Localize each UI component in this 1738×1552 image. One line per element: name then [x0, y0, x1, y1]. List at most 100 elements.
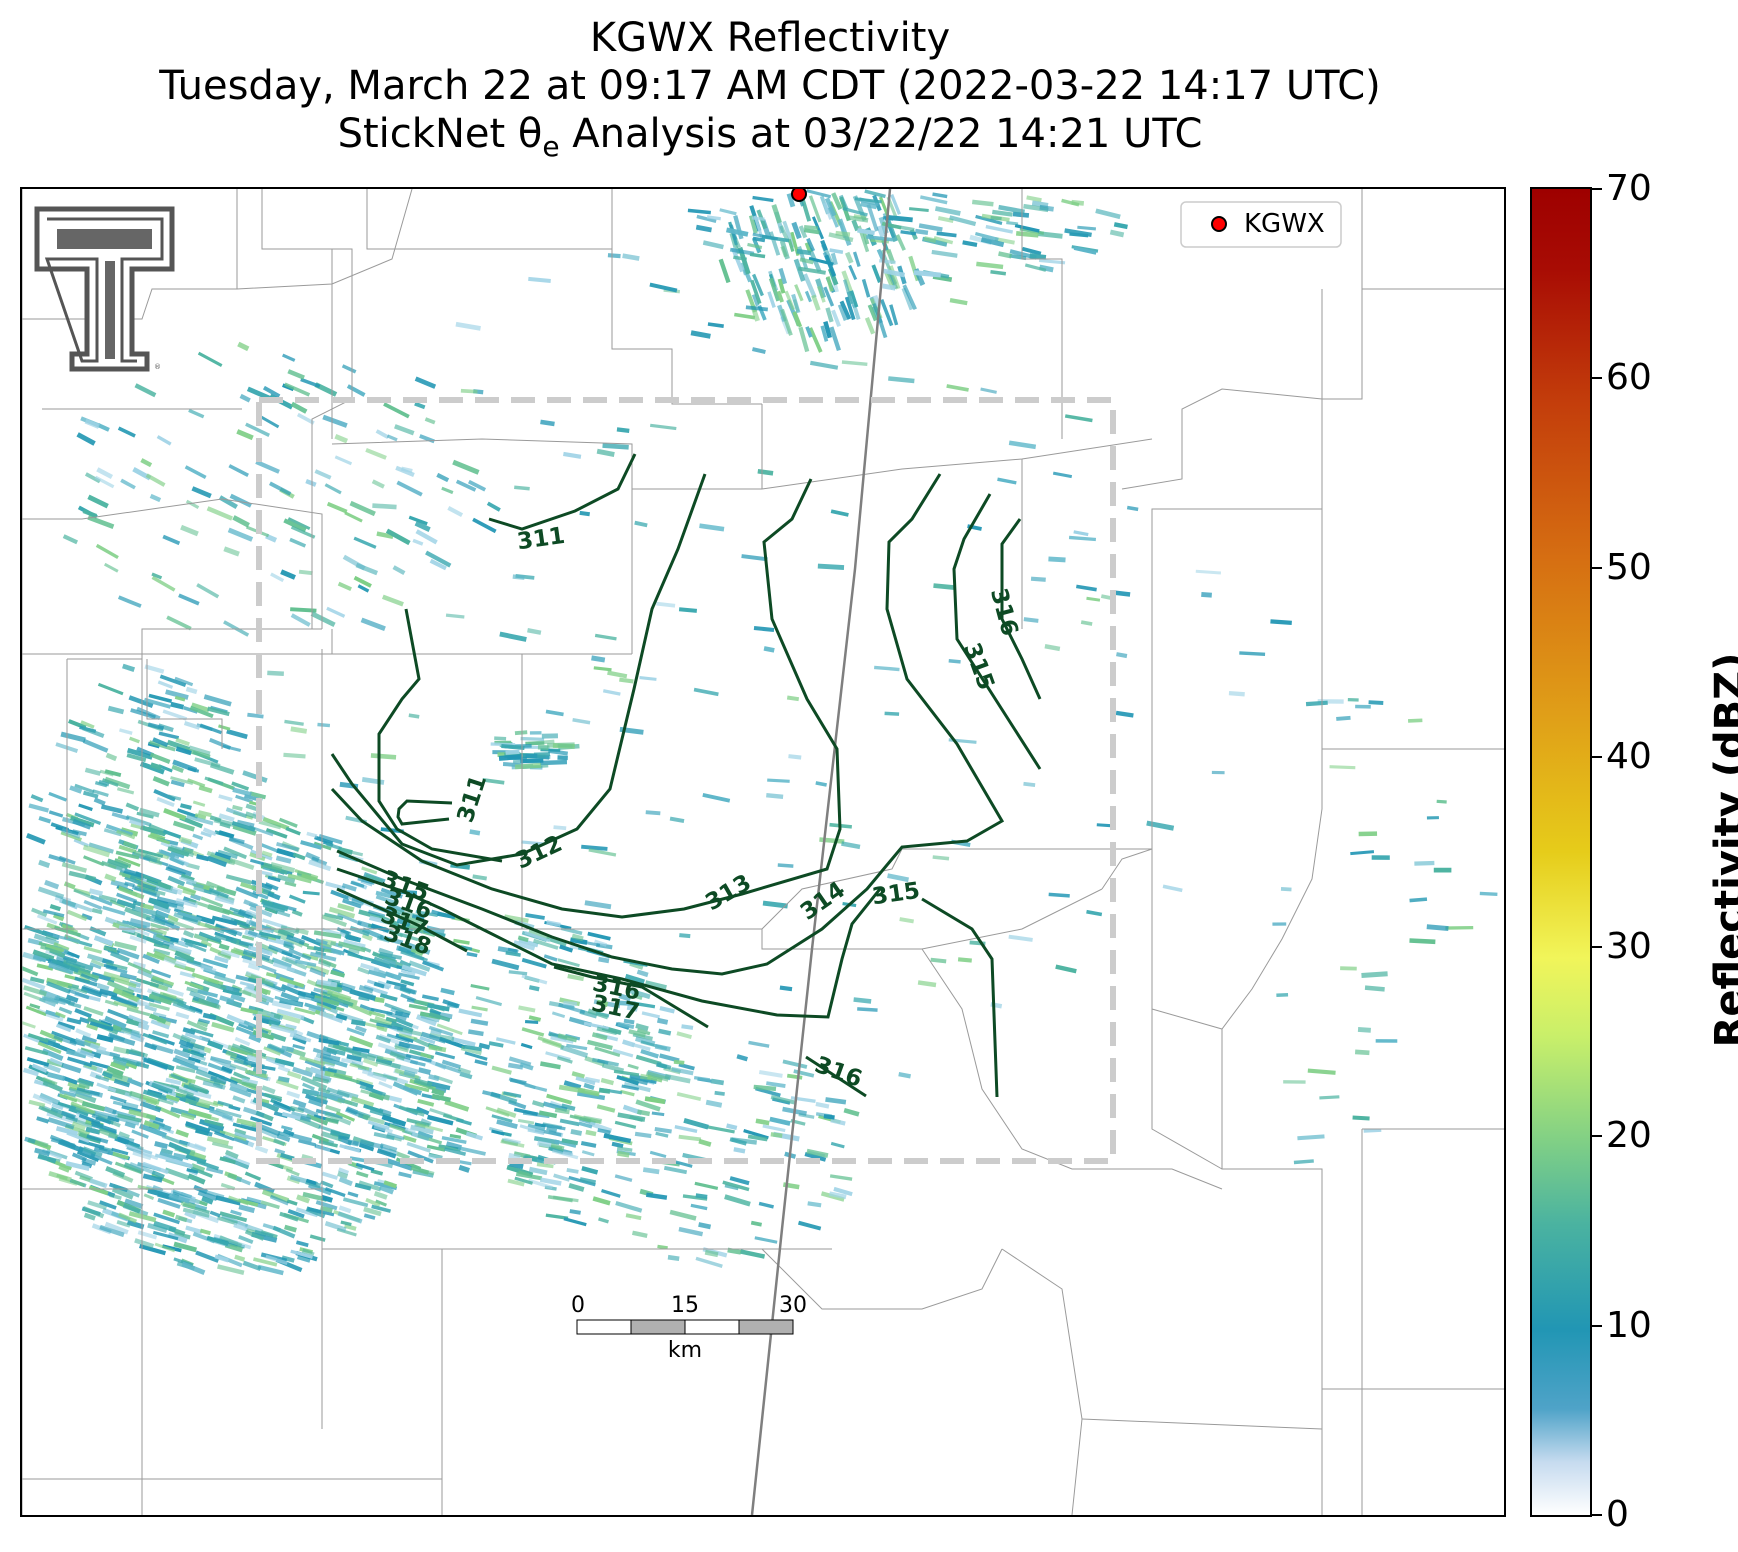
- reflectivity-speckle: [1162, 884, 1183, 893]
- reflectivity-speckle: [147, 1222, 168, 1233]
- reflectivity-speckle: [932, 192, 948, 199]
- reflectivity-speckle: [594, 1046, 621, 1057]
- reflectivity-speckle: [76, 432, 96, 446]
- reflectivity-speckle: [593, 939, 608, 947]
- title-block: KGWX Reflectivity Tuesday, March 22 at 0…: [0, 14, 1540, 171]
- reflectivity-speckle: [381, 594, 404, 607]
- reflectivity-speckle: [406, 1141, 431, 1153]
- reflectivity-speckle: [206, 855, 228, 868]
- reflectivity-speckle: [937, 216, 954, 223]
- reflectivity-speckle: [436, 1023, 463, 1036]
- reflectivity-speckle: [103, 562, 119, 573]
- reflectivity-speckle: [267, 875, 281, 883]
- reflectivity-speckle: [170, 779, 185, 788]
- reflectivity-speckle: [137, 848, 164, 859]
- reflectivity-speckle: [533, 1136, 560, 1145]
- reflectivity-speckle: [839, 300, 852, 320]
- reflectivity-speckle: [104, 873, 117, 882]
- reflectivity-speckle: [398, 1033, 418, 1041]
- reflectivity-speckle: [1340, 966, 1357, 971]
- reflectivity-speckle: [1195, 569, 1222, 575]
- reflectivity-speckle: [980, 387, 997, 394]
- reflectivity-speckle: [768, 277, 781, 302]
- reflectivity-speckle: [674, 1125, 698, 1134]
- texas-tech-logo-icon: ®: [34, 206, 175, 372]
- reflectivity-speckle: [1329, 765, 1356, 770]
- reflectivity-speckle: [695, 1256, 723, 1268]
- reflectivity-speckle: [749, 252, 766, 259]
- reflectivity-speckle: [285, 1023, 297, 1030]
- reflectivity-speckle: [91, 908, 103, 915]
- reflectivity-speckle: [743, 268, 753, 283]
- reflectivity-speckle: [767, 291, 776, 308]
- reflectivity-speckle: [124, 1198, 144, 1209]
- reflectivity-speckle: [283, 943, 295, 951]
- reflectivity-speckle: [426, 1080, 451, 1091]
- reflectivity-speckle: [342, 1197, 369, 1208]
- reflectivity-speckle: [363, 984, 388, 996]
- reflectivity-speckle: [375, 429, 390, 440]
- colorbar-tick: [1592, 1514, 1602, 1516]
- reflectivity-speckle: [719, 208, 737, 216]
- reflectivity-speckle: [151, 991, 175, 1002]
- reflectivity-speckle: [598, 1087, 611, 1094]
- reflectivity-speckle: [815, 1101, 830, 1109]
- reflectivity-speckle: [38, 1105, 64, 1119]
- reflectivity-speckle: [702, 793, 731, 803]
- reflectivity-speckle: [581, 1150, 595, 1157]
- reflectivity-speckle: [808, 256, 834, 266]
- reflectivity-speckle: [241, 953, 253, 961]
- reflectivity-speckle: [117, 856, 141, 868]
- reflectivity-speckle: [453, 938, 470, 945]
- reflectivity-speckle: [142, 953, 160, 965]
- reflectivity-speckle: [203, 888, 220, 897]
- reflectivity-speckle: [215, 1195, 241, 1206]
- reflectivity-speckle: [178, 876, 197, 885]
- reflectivity-speckle: [914, 228, 929, 236]
- reflectivity-speckle: [295, 1207, 319, 1218]
- reflectivity-speckle: [659, 1006, 675, 1014]
- reflectivity-speckle: [386, 980, 407, 988]
- reflectivity-speckle: [72, 829, 87, 837]
- reflectivity-speckle: [392, 1081, 419, 1096]
- reflectivity-speckle: [211, 915, 238, 926]
- reflectivity-speckle: [811, 294, 821, 311]
- reflectivity-speckle: [702, 240, 724, 250]
- reflectivity-speckle: [165, 1094, 180, 1102]
- reflectivity-speckle: [635, 1054, 662, 1066]
- colorbar-tick: [1592, 1324, 1602, 1327]
- reflectivity-speckle: [295, 1240, 309, 1248]
- reflectivity-speckle: [431, 1093, 452, 1103]
- reflectivity-speckle: [290, 525, 316, 539]
- reflectivity-speckle: [198, 810, 212, 818]
- reflectivity-speckle: [58, 1165, 70, 1173]
- reflectivity-speckle: [360, 617, 386, 632]
- reflectivity-speckle: [57, 1021, 76, 1030]
- scalebar-seg-4: [738, 1319, 794, 1335]
- reflectivity-speckle: [848, 264, 858, 281]
- reflectivity-speckle: [312, 994, 340, 1007]
- reflectivity-speckle: [630, 993, 643, 1001]
- reflectivity-speckle: [163, 956, 187, 969]
- reflectivity-speckle: [42, 909, 65, 918]
- reflectivity-speckle: [26, 832, 46, 845]
- reflectivity-speckle: [134, 383, 157, 398]
- reflectivity-speckle: [514, 1176, 533, 1185]
- reflectivity-speckle: [376, 531, 394, 540]
- reflectivity-speckle: [324, 1111, 352, 1126]
- reflectivity-speckle: [807, 1201, 822, 1208]
- reflectivity-speckle: [189, 990, 206, 1002]
- reflectivity-speckle: [273, 1111, 288, 1119]
- reflectivity-speckle: [132, 467, 152, 481]
- reflectivity-speckle: [61, 923, 75, 932]
- reflectivity-speckle: [799, 257, 814, 265]
- reflectivity-speckle: [76, 1150, 100, 1162]
- reflectivity-speckle: [79, 1016, 91, 1024]
- reflectivity-speckle: [528, 929, 550, 940]
- reflectivity-speckle: [153, 1220, 177, 1233]
- map-panel[interactable]: 311 311 312 313 314 315 315 316 316 316 …: [20, 187, 1506, 1517]
- reflectivity-speckle: [227, 1044, 255, 1057]
- contour-316-north: [1000, 518, 1042, 700]
- reflectivity-speckle: [213, 817, 235, 827]
- reflectivity-speckle: [900, 230, 917, 236]
